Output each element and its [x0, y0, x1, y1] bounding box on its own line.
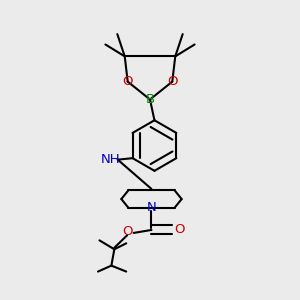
Text: O: O: [122, 225, 132, 238]
Text: O: O: [167, 75, 178, 88]
Text: O: O: [122, 75, 133, 88]
Text: N: N: [147, 201, 156, 214]
Text: O: O: [175, 224, 185, 236]
Text: B: B: [146, 93, 154, 106]
Text: NH: NH: [100, 153, 120, 166]
